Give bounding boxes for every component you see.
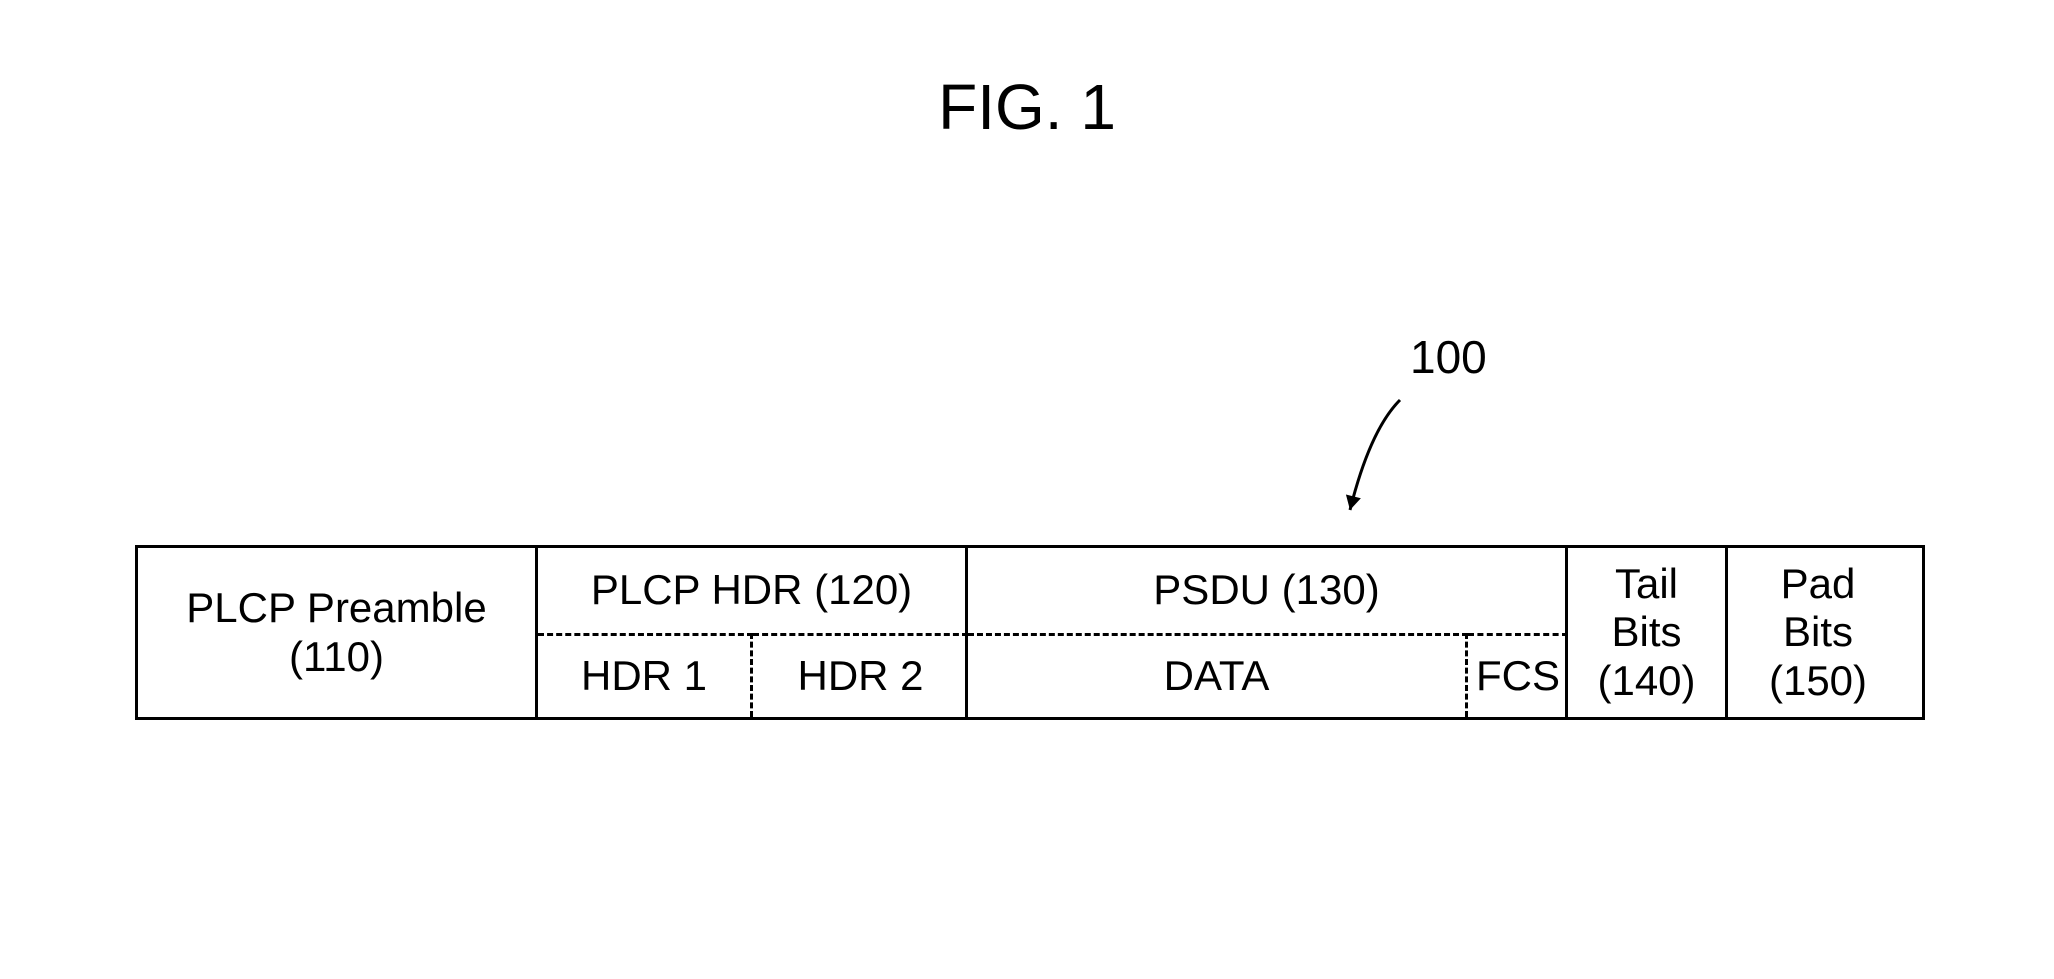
plcp-preamble-line2: (110) (186, 633, 486, 681)
cell-plcp-preamble: PLCP Preamble (110) (138, 548, 535, 717)
pad-bits-text: Pad Bits (150) (1769, 560, 1867, 705)
figure-stage: FIG. 1 100 PLCP Preamble (110) PLCP HDR … (0, 0, 2054, 979)
col-pad-bits: Pad Bits (150) (1728, 548, 1908, 717)
cell-hdr2: HDR 2 (753, 633, 968, 718)
pad-line2: Bits (1769, 608, 1867, 656)
col-tail-bits: Tail Bits (140) (1568, 548, 1728, 717)
pad-line1: Pad (1769, 560, 1867, 608)
cell-hdr1: HDR 1 (538, 633, 753, 718)
tail-line3: (140) (1597, 657, 1695, 705)
plcp-preamble-line1: PLCP Preamble (186, 584, 486, 632)
tail-line1: Tail (1597, 560, 1695, 608)
cell-tail-bits: Tail Bits (140) (1568, 548, 1725, 717)
col-psdu: PSDU (130) DATA FCS (968, 548, 1568, 717)
leader-arrow (0, 0, 2054, 979)
tail-bits-text: Tail Bits (140) (1597, 560, 1695, 705)
cell-psdu-top: PSDU (130) (968, 548, 1565, 633)
col-plcp-preamble: PLCP Preamble (110) (138, 548, 538, 717)
arrow-head (1346, 495, 1361, 510)
frame-structure: PLCP Preamble (110) PLCP HDR (120) HDR 1… (135, 545, 1925, 720)
row-plcp-hdr-sub: HDR 1 HDR 2 (538, 633, 965, 718)
cell-plcp-hdr-top: PLCP HDR (120) (538, 548, 965, 633)
cell-pad-bits: Pad Bits (150) (1728, 548, 1908, 717)
cell-data: DATA (968, 633, 1468, 718)
plcp-preamble-text: PLCP Preamble (110) (186, 584, 486, 681)
col-plcp-hdr: PLCP HDR (120) HDR 1 HDR 2 (538, 548, 968, 717)
tail-line2: Bits (1597, 608, 1695, 656)
cell-fcs: FCS (1468, 633, 1568, 718)
pad-line3: (150) (1769, 657, 1867, 705)
row-psdu-sub: DATA FCS (968, 633, 1565, 718)
arrow-path (1350, 400, 1400, 510)
